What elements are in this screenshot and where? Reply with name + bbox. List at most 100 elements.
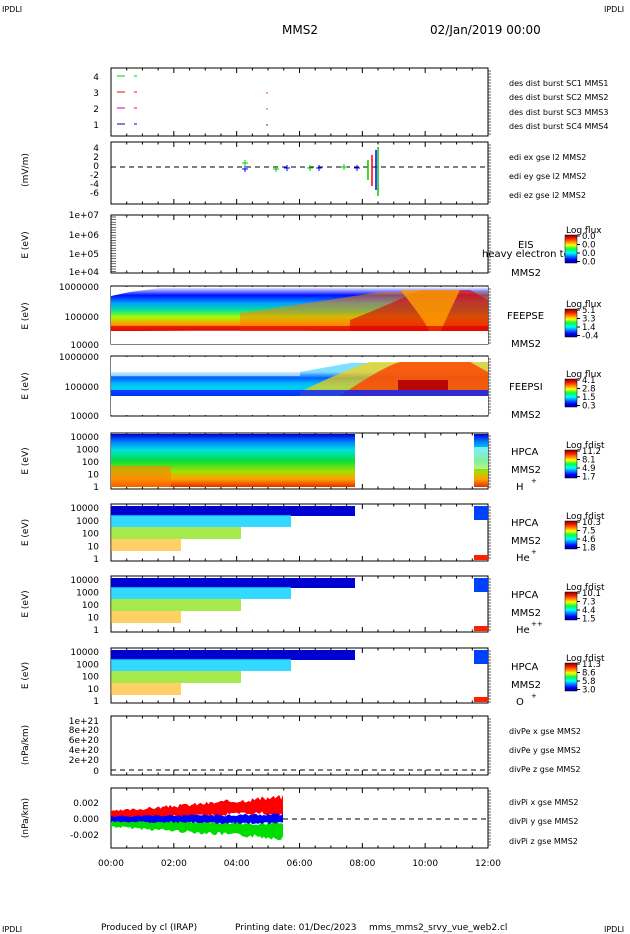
divpi-legend-z: divPi z gse MMS2 — [509, 837, 578, 846]
edi-legend-x: edi ex gse l2 MMS2 — [509, 153, 586, 162]
divpi-ytick: 0.000 — [73, 815, 99, 825]
burst-legend-1: des dist burst SC1 MMS1 — [509, 79, 608, 88]
burst-legend-3: des dist burst SC3 MMS3 — [509, 108, 608, 117]
hpca-ion-panel — [111, 578, 488, 631]
colorbar-tick-label: 0.0 — [582, 249, 596, 259]
colorbar-tick-label: 10.3 — [582, 518, 601, 528]
panel-frame — [110, 141, 489, 205]
hpca-ytick: 1000 — [76, 660, 99, 670]
colorbar-title: Log flux — [566, 300, 602, 310]
divpe-ytick: 6e+20 — [69, 736, 100, 746]
hpca-band — [111, 650, 355, 660]
hpca-ytick: 1000 — [76, 589, 99, 599]
feepsi-ylabel: E (eV) — [21, 372, 31, 399]
hpca-instrument: HPCA — [511, 447, 539, 458]
colorbar-tick-label: 4.4 — [582, 606, 596, 616]
hpca-ytick: 100 — [82, 601, 99, 611]
hpca-ylabel: E (eV) — [21, 590, 31, 617]
colorbar-tick-label: 0.0 — [582, 232, 596, 242]
edi-legend-z: edi ez gse l2 MMS2 — [509, 191, 586, 200]
edi-ytick: 2 — [93, 153, 99, 163]
panel-feepsi: E (eV) 1000000 100000 10000 FEEPSI MMS2 — [21, 353, 543, 422]
feepse-ytick: 10000 — [70, 341, 99, 351]
x-tick-label: 08:00 — [349, 859, 375, 869]
x-tick-label: 02:00 — [161, 859, 187, 869]
colorbar-title: Log flux — [566, 370, 602, 380]
feepsi-spectrogram — [111, 357, 488, 415]
x-tick-label: 12:00 — [475, 859, 501, 869]
footer-filename: mms_mms2_srvy_vue_web2.cl — [369, 923, 507, 933]
hpca-charge: + — [531, 548, 537, 556]
edi-ylabel: (mV/m) — [21, 153, 31, 187]
panel-frame — [110, 214, 489, 274]
colorbar-tick-label: 1.5 — [582, 615, 596, 625]
colorbar — [564, 378, 578, 408]
divpe-ytick: 0 — [93, 767, 99, 777]
hpca-ytick: 1000 — [76, 446, 99, 456]
hpca-ytick: 10 — [88, 685, 100, 695]
hpca-ytick: 10000 — [70, 576, 99, 586]
hpca-ytick: 10 — [88, 614, 100, 624]
eis-ytick: 1e+05 — [69, 250, 99, 260]
hpca-ytick: 1000 — [76, 517, 99, 527]
colorbar-tick-label: 8.1 — [582, 456, 596, 466]
hpca-band — [111, 578, 355, 588]
eis-ytick: 1e+07 — [69, 211, 99, 221]
hpca-band — [111, 527, 241, 539]
hpca-ytick: 1 — [93, 697, 99, 707]
burst-dot — [266, 108, 268, 110]
hpca-ytick: 100 — [82, 458, 99, 468]
edi-data-marks — [242, 147, 379, 196]
hpca-band — [111, 599, 241, 611]
hpca-ytick: 10000 — [70, 648, 99, 658]
divpi-y-series — [111, 818, 283, 841]
colorbar-title: Log flux — [566, 226, 602, 236]
divpe-ytick: 8e+20 — [69, 726, 100, 736]
eis-probe: MMS2 — [511, 268, 541, 279]
edi-ytick: 4 — [93, 144, 99, 154]
hpca-h-spectrogram — [111, 434, 488, 487]
colorbar-tick-label: 7.5 — [582, 527, 596, 537]
hpca-ylabel: E (eV) — [21, 662, 31, 689]
hpca-band — [474, 650, 488, 664]
edi-legend-y: edi ey gse l2 MMS2 — [509, 172, 587, 181]
feepse-instrument: FEEPSE — [507, 311, 544, 322]
colorbar — [564, 662, 578, 692]
divpe-ytick: 2e+20 — [69, 756, 100, 766]
x-tick-label: 00:00 — [98, 859, 124, 869]
hpca-ytick: 1 — [93, 626, 99, 636]
eis-ytick: 1e+04 — [69, 268, 100, 278]
panel-frame — [110, 715, 489, 776]
colorbar-tick-label: 7.3 — [582, 598, 596, 608]
eis-ylabel: E (eV) — [21, 231, 31, 258]
corner-label-bottom-right: IPDLI — [604, 925, 624, 934]
hpca-probe: MMS2 — [511, 608, 541, 619]
divpi-legend-x: divPi x gse MMS2 — [509, 798, 578, 807]
colorbar-tick-label: 4.1 — [582, 376, 596, 386]
colorbar — [564, 234, 578, 264]
x-tick-label: 06:00 — [287, 859, 313, 869]
hpca-ion-spectrograms — [111, 506, 488, 702]
divpi-ytick: -0.002 — [70, 831, 99, 841]
hpca-ytick: 100 — [82, 673, 99, 683]
burst-ytick: 2 — [93, 105, 99, 115]
x-tick-label: 04:00 — [224, 859, 250, 869]
panel-hpca-h — [111, 434, 488, 487]
hpca-ytick: 1 — [93, 555, 99, 565]
eis-ytick: 1e+06 — [69, 231, 100, 241]
colorbar — [564, 591, 578, 621]
footer-produced-by: Produced by cl (IRAP) — [101, 923, 197, 933]
feepse-ylabel: E (eV) — [21, 302, 31, 329]
feepse-probe: MMS2 — [511, 339, 541, 350]
hpca-band — [111, 587, 291, 599]
hpca-charge: + — [531, 692, 537, 700]
colorbar-tick-label: 0.0 — [582, 241, 596, 251]
hpca-species: O — [516, 697, 524, 708]
colorbar-title: Log fdist — [566, 441, 605, 451]
hpca-band — [474, 555, 488, 560]
hpca-ylabel: E (eV) — [21, 519, 31, 546]
feepse-spectrogram — [111, 287, 488, 344]
colorbar-title: Log fdist — [566, 654, 605, 664]
